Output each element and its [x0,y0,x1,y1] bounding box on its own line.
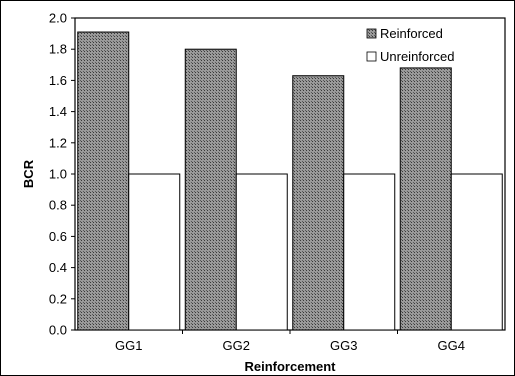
bar-unreinforced-gg4 [450,173,503,331]
bars [77,31,503,331]
bar-reinforced-gg3 [292,75,345,331]
y-tick-label: 1.8 [49,42,67,57]
legend-swatch-reinforced [366,28,377,39]
x-tick-label: GG4 [438,338,465,353]
legend-swatch-unreinforced [366,51,377,62]
x-tick-label: GG1 [115,338,142,353]
x-axis: GG1 GG2 GG3 GG4 [115,330,465,353]
y-tick-label: 2.0 [49,11,67,26]
y-tick-label: 0.4 [49,260,67,275]
bar-reinforced-gg1 [77,31,130,331]
y-tick-label: 0.8 [49,198,67,213]
y-tick-label: 0.6 [49,229,67,244]
y-tick-label: 1.0 [49,167,67,182]
bar-unreinforced-gg3 [343,173,396,331]
bar-unreinforced-gg2 [235,173,288,331]
legend-label-unreinforced: Unreinforced [380,49,454,64]
y-tick-label: 0.2 [49,291,67,306]
y-tick-label: 1.2 [49,135,67,150]
bar-reinforced-gg4 [399,67,452,331]
bar-unreinforced-gg1 [128,173,181,331]
x-axis-title: Reinforcement [244,359,336,374]
legend: Reinforced Unreinforced [366,26,454,64]
y-axis-title: BCR [21,159,36,188]
bar-reinforced-gg2 [184,48,237,331]
y-tick-label: 0.0 [49,323,67,338]
x-tick-label: GG3 [330,338,357,353]
legend-label-reinforced: Reinforced [380,26,443,41]
y-axis: 0.0 0.2 0.4 0.6 0.8 1.0 1.2 1.4 1.6 1.8 2.0 [49,11,75,338]
y-tick-label: 1.6 [49,73,67,88]
y-tick-label: 1.4 [49,104,67,119]
x-tick-label: GG2 [223,338,250,353]
